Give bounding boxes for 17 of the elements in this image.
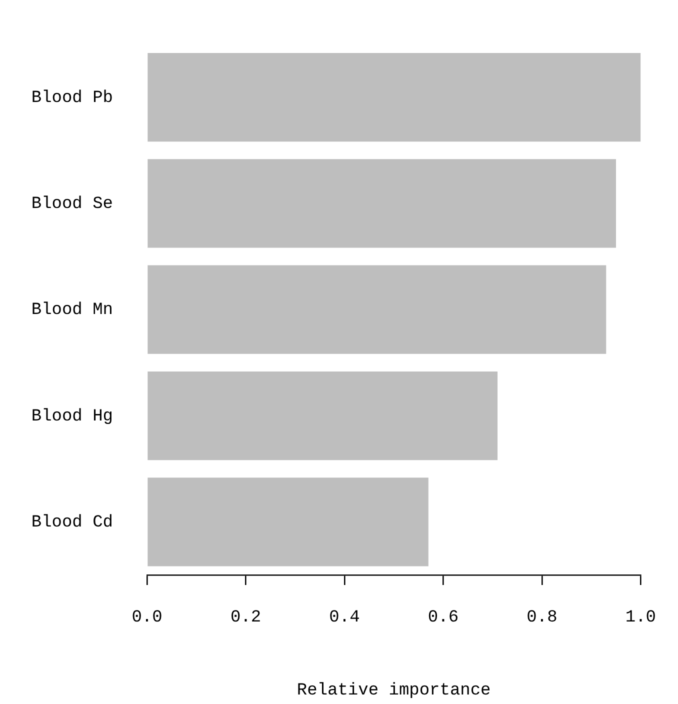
x-tick-label: 1.0 (625, 608, 656, 628)
x-axis-title: Relative importance (296, 681, 491, 700)
bar (148, 52, 641, 142)
x-tick-label: 0.6 (428, 608, 459, 628)
y-tick-label: Blood Cd (31, 513, 113, 532)
y-tick-label: Blood Mn (31, 301, 113, 320)
y-tick-label: Blood Pb (31, 88, 113, 108)
x-tick-label: 0.2 (230, 608, 262, 628)
y-tick-label: Blood Se (31, 194, 113, 214)
x-tick-label: 0.0 (132, 608, 162, 628)
bar (148, 265, 606, 354)
x-tick-label: 0.8 (526, 608, 558, 628)
y-tick-label: Blood Hg (31, 407, 113, 426)
bar (148, 478, 428, 566)
bar (148, 159, 616, 248)
x-tick-label: 0.4 (329, 608, 360, 628)
bar (148, 371, 498, 460)
